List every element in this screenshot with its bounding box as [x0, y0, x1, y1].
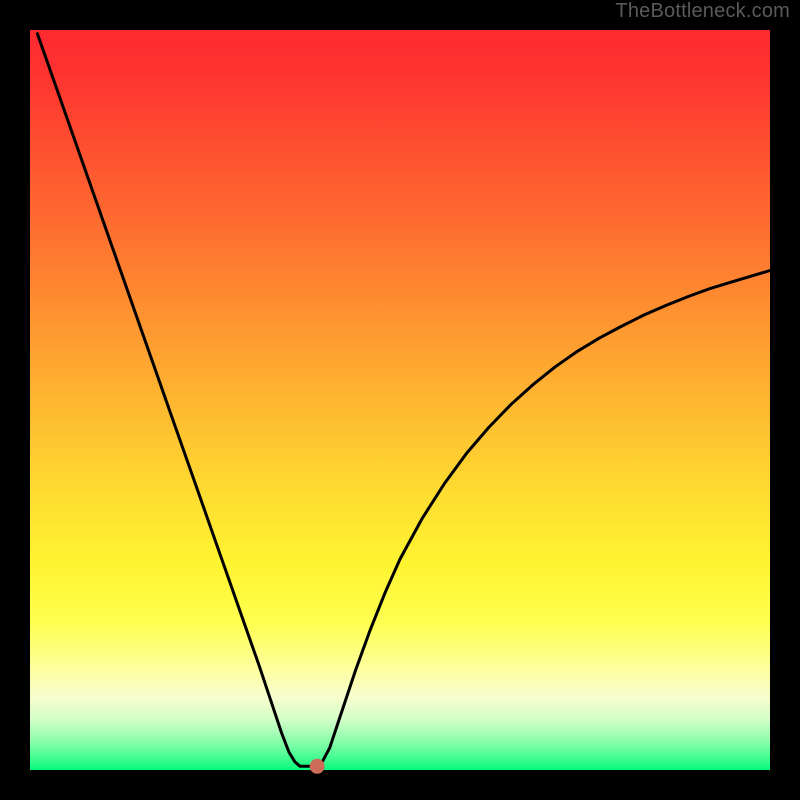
optimal-point-marker [310, 759, 324, 773]
plot-background [30, 30, 770, 770]
watermark-text: TheBottleneck.com [615, 0, 790, 23]
bottleneck-chart [0, 0, 800, 800]
chart-container: TheBottleneck.com [0, 0, 800, 800]
